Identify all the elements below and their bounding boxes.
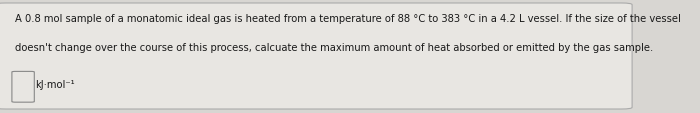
Text: A 0.8 mol sample of a monatomic ideal gas is heated from a temperature of 88 °C : A 0.8 mol sample of a monatomic ideal ga…: [15, 14, 681, 24]
FancyBboxPatch shape: [0, 4, 632, 109]
Text: kJ·mol⁻¹: kJ·mol⁻¹: [35, 80, 75, 90]
Text: doesn't change over the course of this process, calcuate the maximum amount of h: doesn't change over the course of this p…: [15, 43, 654, 53]
FancyBboxPatch shape: [12, 72, 34, 102]
